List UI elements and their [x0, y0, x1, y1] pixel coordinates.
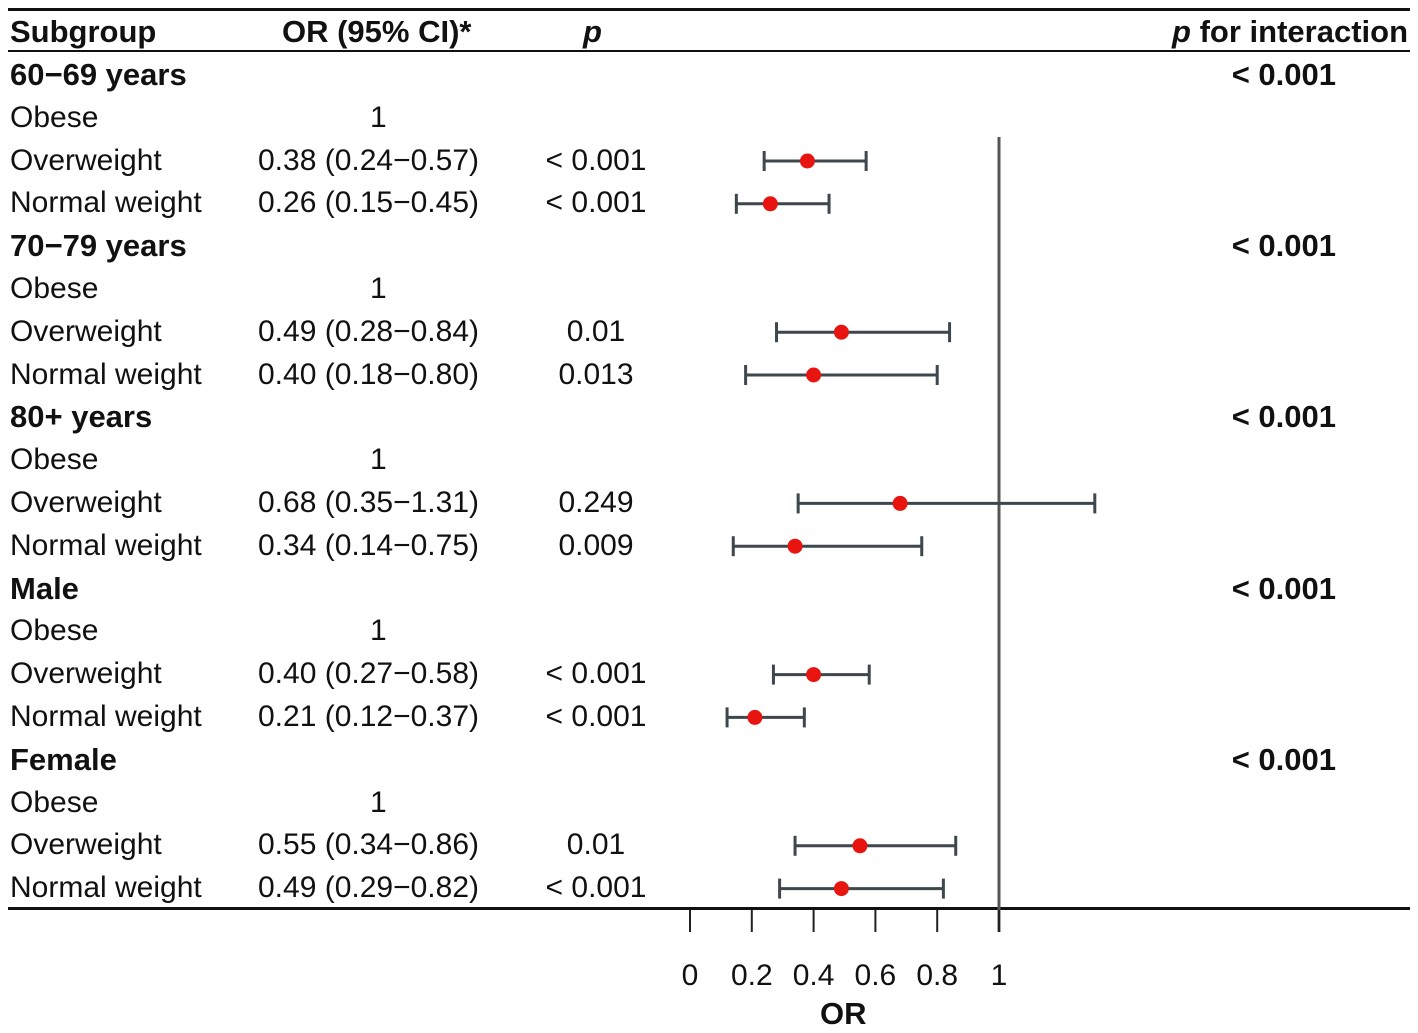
subgroup-label: Overweight	[10, 828, 162, 862]
or-ci-value: 1	[370, 100, 387, 134]
table-row: Normal weight 0.26 (0.15−0.45) < 0.001	[0, 181, 1418, 224]
p-value: < 0.001	[545, 143, 647, 177]
group-label: 70−79 years	[10, 228, 187, 264]
subgroup-label: Obese	[10, 272, 99, 305]
or-ci-value: 0.40 (0.18−0.80)	[258, 357, 480, 391]
group-row: 70−79 years < 0.001	[0, 224, 1418, 267]
or-ci-value: 0.40 (0.27−0.58)	[258, 657, 480, 691]
table-row: Overweight 0.38 (0.24−0.57) < 0.001	[0, 139, 1418, 182]
or-point	[892, 495, 908, 511]
table-row: Overweight 0.49 (0.28−0.84) 0.01	[0, 310, 1418, 353]
or-point	[806, 667, 822, 683]
header-p-interaction-rest: for interaction	[1190, 14, 1408, 49]
or-point	[787, 538, 803, 554]
subgroup-label: Normal weight	[10, 700, 202, 733]
p-value: < 0.001	[545, 700, 647, 733]
table-row: Obese 1	[0, 96, 1418, 139]
group-row: Male < 0.001	[0, 567, 1418, 610]
table-row: Obese 1	[0, 781, 1418, 824]
p-interaction-value: < 0.001	[1231, 399, 1336, 435]
p-value: < 0.001	[545, 871, 647, 905]
table-row: Normal weight 0.40 (0.18−0.80) 0.013	[0, 353, 1418, 396]
p-interaction-value: < 0.001	[1231, 570, 1336, 606]
header-rule	[8, 50, 1410, 52]
group-label: 80+ years	[10, 399, 153, 435]
subgroup-label: Normal weight	[10, 357, 202, 391]
or-point	[747, 709, 763, 725]
or-point	[806, 367, 822, 383]
or-ci-value: 0.68 (0.35−1.31)	[258, 486, 480, 519]
x-tick-label: 0	[682, 959, 699, 992]
subgroup-label: Overweight	[10, 486, 162, 519]
top-rule	[8, 8, 1410, 11]
group-label: 60−69 years	[10, 57, 187, 92]
or-point	[762, 196, 778, 212]
table-row: Normal weight 0.21 (0.12−0.37) < 0.001	[0, 695, 1418, 738]
p-interaction-value: < 0.001	[1231, 741, 1336, 777]
header-subgroup: Subgroup	[10, 14, 157, 49]
x-tick-label: 0.6	[855, 959, 897, 992]
subgroup-label: Overweight	[10, 657, 162, 691]
x-tick-label: 0.2	[731, 959, 773, 992]
p-value: < 0.001	[545, 186, 647, 220]
x-tick-label: 0.8	[916, 959, 958, 992]
or-ci-value: 1	[370, 272, 387, 305]
subgroup-label: Normal weight	[10, 871, 202, 905]
or-point	[833, 881, 849, 897]
or-ci-value: 0.49 (0.29−0.82)	[258, 871, 480, 905]
x-axis-label: OR	[820, 996, 867, 1031]
or-ci-value: 0.49 (0.28−0.84)	[258, 314, 480, 348]
header-p: p	[583, 14, 602, 49]
bottom-rule	[8, 907, 1410, 910]
group-row: Female < 0.001	[0, 738, 1418, 781]
table-row: Obese 1	[0, 267, 1418, 310]
subgroup-label: Obese	[10, 443, 99, 477]
or-point	[833, 324, 849, 340]
or-ci-value: 0.38 (0.24−0.57)	[258, 143, 480, 177]
or-ci-value: 0.34 (0.14−0.75)	[258, 528, 480, 562]
p-interaction-value: < 0.001	[1231, 57, 1336, 92]
or-point	[852, 838, 868, 854]
p-value: 0.01	[566, 314, 626, 348]
subgroup-label: Overweight	[10, 143, 162, 177]
or-ci-value: 1	[370, 614, 387, 648]
table-row: Obese 1	[0, 609, 1418, 652]
or-point	[799, 153, 815, 169]
group-row: 80+ years < 0.001	[0, 395, 1418, 438]
or-ci-value: 0.26 (0.15−0.45)	[258, 186, 480, 220]
group-row: 60−69 years < 0.001	[0, 53, 1418, 96]
subgroup-label: Normal weight	[10, 528, 202, 562]
or-ci-value: 1	[370, 785, 387, 819]
x-tick-label: 1	[991, 959, 1008, 992]
subgroup-label: Overweight	[10, 314, 162, 348]
header-or-ci: OR (95% CI)*	[282, 14, 472, 49]
header-p-interaction: p for interaction	[1172, 16, 1408, 47]
group-label: Male	[10, 570, 79, 606]
subgroup-label: Normal weight	[10, 186, 202, 220]
p-interaction-value: < 0.001	[1231, 228, 1336, 264]
p-value: 0.01	[566, 828, 626, 862]
table-row: Normal weight 0.49 (0.29−0.82) < 0.001	[0, 866, 1418, 909]
subgroup-label: Obese	[10, 614, 99, 648]
p-value: 0.009	[558, 528, 634, 562]
table-row: Overweight 0.40 (0.27−0.58) < 0.001	[0, 652, 1418, 695]
table-row: Obese 1	[0, 438, 1418, 481]
or-ci-value: 0.55 (0.34−0.86)	[258, 828, 480, 862]
or-ci-value: 1	[370, 443, 387, 477]
p-value: < 0.001	[545, 657, 647, 691]
p-value: 0.013	[558, 357, 634, 391]
table-row: Overweight 0.68 (0.35−1.31) 0.249	[0, 481, 1418, 524]
header-p-interaction-italic: p	[1172, 14, 1191, 49]
subgroup-label: Obese	[10, 785, 99, 819]
table-row: Normal weight 0.34 (0.14−0.75) 0.009	[0, 524, 1418, 567]
or-ci-value: 0.21 (0.12−0.37)	[258, 700, 480, 733]
table-row: Overweight 0.55 (0.34−0.86) 0.01	[0, 823, 1418, 866]
p-value: 0.249	[558, 486, 634, 519]
subgroup-label: Obese	[10, 100, 99, 134]
x-tick-label: 0.4	[793, 959, 835, 992]
group-label: Female	[10, 741, 117, 777]
